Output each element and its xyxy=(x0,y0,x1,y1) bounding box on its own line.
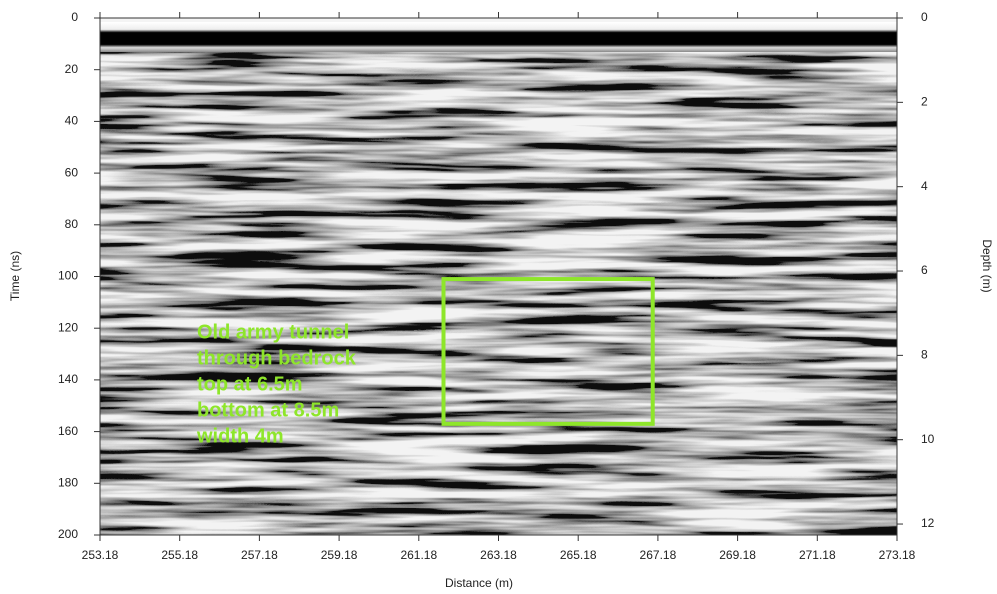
annotation-text: width 4m xyxy=(196,425,284,447)
x-tick-label: 253.18 xyxy=(82,548,119,562)
y-tick-label: 80 xyxy=(65,217,79,231)
annotation-box xyxy=(441,277,655,426)
y-tick-label: 20 xyxy=(65,62,79,76)
y-tick-label: 40 xyxy=(65,114,79,128)
radargram-image xyxy=(100,18,897,535)
x-tick-label: 265.18 xyxy=(560,548,597,562)
x-tick-label: 269.18 xyxy=(719,548,756,562)
y-tick-label: 160 xyxy=(58,424,78,438)
x-axis-label: Distance (m) xyxy=(445,576,513,590)
y-tick-label: 100 xyxy=(58,269,78,283)
y2-tick-label: 2 xyxy=(921,95,928,109)
y2-tick-label: 10 xyxy=(921,432,935,446)
y-axis-label: Time (ns) xyxy=(8,251,22,301)
y2-tick-label: 4 xyxy=(921,179,928,193)
x-tick-label: 273.18 xyxy=(879,548,916,562)
y2-tick-label: 0 xyxy=(921,10,928,24)
x-tick-label: 271.18 xyxy=(799,548,836,562)
y-tick-label: 0 xyxy=(71,10,78,24)
y2-tick-label: 8 xyxy=(921,348,928,362)
x-tick-label: 267.18 xyxy=(640,548,677,562)
y-tick-label: 180 xyxy=(58,475,78,489)
annotation-text: top at 6.5m xyxy=(197,373,303,395)
y-tick-label: 60 xyxy=(65,165,79,179)
y-tick-label: 200 xyxy=(58,527,78,541)
x-tick-label: 261.18 xyxy=(400,548,437,562)
y2-axis-label: Depth (m) xyxy=(980,239,994,292)
x-tick-label: 255.18 xyxy=(161,548,198,562)
y2-tick-label: 6 xyxy=(921,263,928,277)
annotation-text: through bedrock xyxy=(197,347,357,369)
x-tick-label: 263.18 xyxy=(480,548,517,562)
annotation-text: bottom at 8.5m xyxy=(197,399,339,421)
annotation-text: Old army tunnel xyxy=(197,321,349,343)
x-tick-label: 257.18 xyxy=(241,548,278,562)
y-tick-label: 140 xyxy=(58,372,78,386)
x-tick-label: 259.18 xyxy=(321,548,358,562)
y2-tick-label: 12 xyxy=(921,516,935,530)
y-tick-label: 120 xyxy=(58,320,78,334)
